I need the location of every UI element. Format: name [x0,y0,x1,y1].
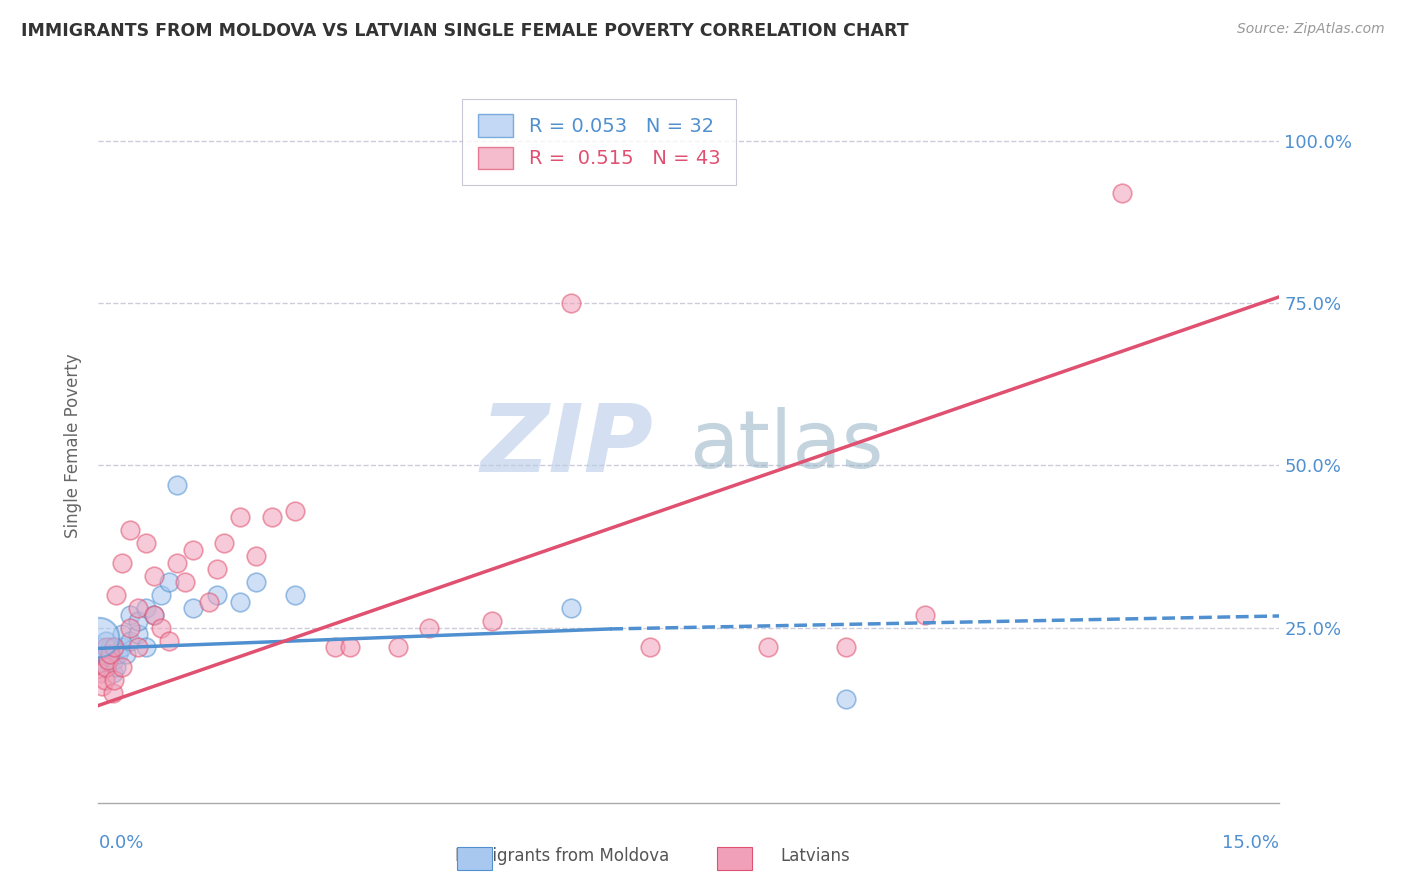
Point [245,549,267,564]
Point [142,607,165,622]
Point [111,659,134,673]
Point [157,633,180,648]
Point [560,296,582,310]
Point [97,653,120,667]
Point [166,478,188,492]
Point [93,673,115,687]
Text: IMMIGRANTS FROM MOLDOVA VS LATVIAN SINGLE FEMALE POVERTY CORRELATION CHART: IMMIGRANTS FROM MOLDOVA VS LATVIAN SINGL… [21,22,908,40]
Point [103,640,125,654]
Point [91,679,114,693]
Legend: R = 0.053   N = 32, R =  0.515   N = 43: R = 0.053 N = 32, R = 0.515 N = 43 [463,99,735,185]
Point [418,621,440,635]
Point [229,595,252,609]
Point [205,562,228,576]
Text: ZIP: ZIP [481,400,654,492]
Point [756,640,779,654]
Point [127,627,149,641]
Point [118,621,141,635]
Point [835,692,858,706]
Text: 0.0%: 0.0% [98,834,143,852]
Point [914,607,936,622]
Point [229,510,252,524]
Point [101,685,124,699]
Point [481,614,503,628]
Point [339,640,361,654]
Point [98,640,121,654]
Point [107,647,129,661]
Point [89,666,111,681]
Point [89,631,111,645]
Point [118,607,141,622]
Text: atlas: atlas [689,407,883,485]
Point [111,556,134,570]
Point [157,575,180,590]
Point [214,536,236,550]
Point [1111,186,1133,200]
Point [174,575,197,590]
Y-axis label: Single Female Poverty: Single Female Poverty [65,354,83,538]
Point [560,601,582,615]
Point [387,640,409,654]
Point [181,542,204,557]
Point [118,524,141,538]
Text: 15.0%: 15.0% [1222,834,1279,852]
Point [284,588,307,602]
Point [197,595,219,609]
Point [835,640,858,654]
Point [638,640,661,654]
Text: Immigrants from Moldova: Immigrants from Moldova [456,847,669,865]
Point [166,556,188,570]
Point [96,659,118,673]
Point [93,659,115,673]
Point [101,666,124,681]
Point [96,633,118,648]
Point [181,601,204,615]
Point [150,588,173,602]
Point [97,653,120,667]
Point [323,640,346,654]
Point [135,640,157,654]
Point [135,601,157,615]
Point [284,504,307,518]
Point [89,640,111,654]
Point [142,607,165,622]
Point [118,633,141,648]
Point [96,647,118,661]
Point [104,659,127,673]
Point [98,647,121,661]
Point [111,640,134,654]
Point [91,653,114,667]
Point [103,653,125,667]
Point [104,588,127,602]
Point [150,621,173,635]
Point [115,647,138,661]
Point [127,614,149,628]
Text: Source: ZipAtlas.com: Source: ZipAtlas.com [1237,22,1385,37]
Point [96,640,118,654]
Point [135,536,157,550]
Point [111,627,134,641]
Point [260,510,283,524]
Point [103,673,125,687]
Point [127,601,149,615]
Point [142,568,165,582]
Point [103,640,125,654]
Point [205,588,228,602]
Point [245,575,267,590]
Text: Latvians: Latvians [780,847,851,865]
Point [127,640,149,654]
